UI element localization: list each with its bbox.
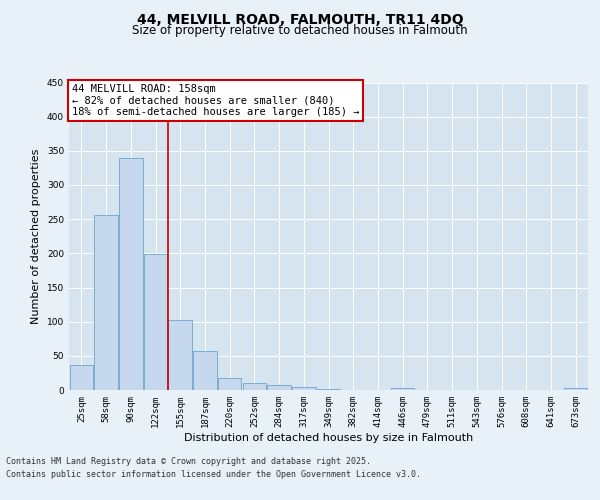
- Bar: [144, 254, 167, 390]
- Bar: [242, 383, 266, 390]
- Bar: [119, 158, 143, 390]
- Bar: [391, 388, 415, 390]
- Bar: [218, 378, 241, 390]
- Text: 44 MELVILL ROAD: 158sqm
← 82% of detached houses are smaller (840)
18% of semi-d: 44 MELVILL ROAD: 158sqm ← 82% of detache…: [71, 84, 359, 117]
- Bar: [292, 388, 316, 390]
- Text: Contains HM Land Registry data © Crown copyright and database right 2025.: Contains HM Land Registry data © Crown c…: [6, 458, 371, 466]
- Bar: [193, 351, 217, 390]
- Bar: [169, 320, 192, 390]
- X-axis label: Distribution of detached houses by size in Falmouth: Distribution of detached houses by size …: [184, 432, 473, 442]
- Text: 44, MELVILL ROAD, FALMOUTH, TR11 4DQ: 44, MELVILL ROAD, FALMOUTH, TR11 4DQ: [137, 12, 463, 26]
- Bar: [94, 215, 118, 390]
- Bar: [268, 385, 291, 390]
- Bar: [564, 388, 587, 390]
- Text: Size of property relative to detached houses in Falmouth: Size of property relative to detached ho…: [132, 24, 468, 37]
- Y-axis label: Number of detached properties: Number of detached properties: [31, 148, 41, 324]
- Text: Contains public sector information licensed under the Open Government Licence v3: Contains public sector information licen…: [6, 470, 421, 479]
- Bar: [70, 366, 93, 390]
